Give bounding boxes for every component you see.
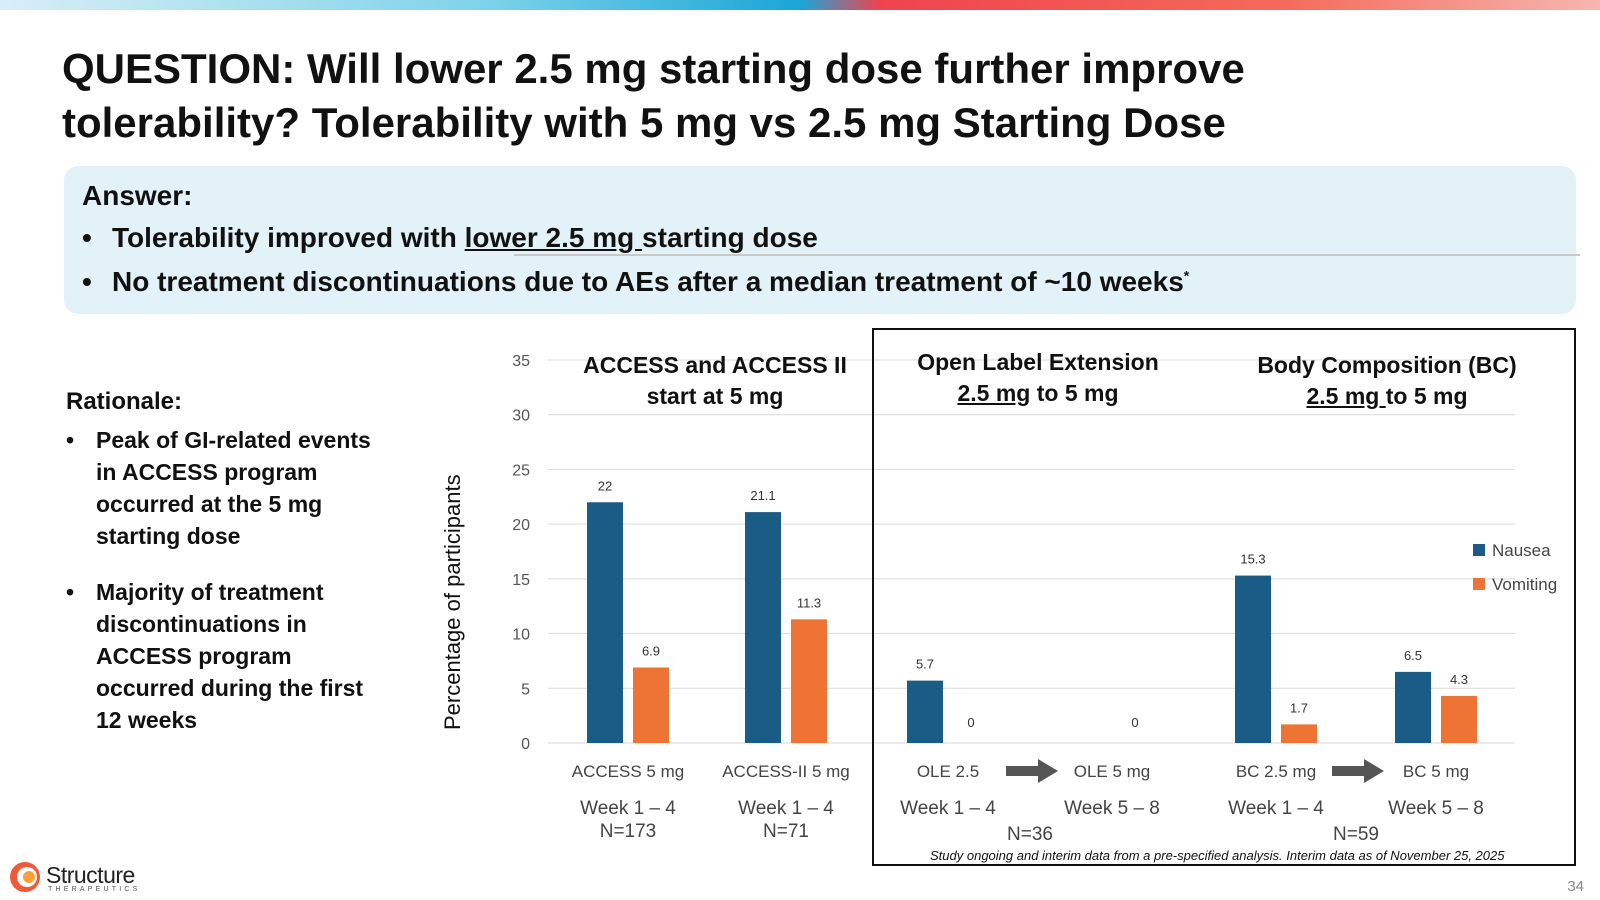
progression-arrow-0 [1006, 759, 1058, 783]
answer-divider [514, 254, 1580, 256]
answer-bullet-1-post: starting dose [642, 222, 818, 253]
period-label-2: Week 1 – 4 [900, 798, 996, 819]
bar-vomiting-1 [791, 619, 827, 743]
legend-swatch-nausea [1473, 544, 1485, 556]
value-label-nausea-0: 22 [598, 478, 612, 493]
rationale-bullet-1: • Peak of GI-related events in ACCESS pr… [66, 424, 386, 552]
progression-arrow-1 [1332, 759, 1384, 783]
bar-nausea-2 [907, 680, 943, 743]
value-label-vomiting-4: 1.7 [1290, 700, 1308, 715]
period-label-1: Week 1 – 4 [738, 798, 834, 819]
bar-nausea-5 [1395, 671, 1431, 743]
title-line-2: tolerability? Tolerability with 5 mg vs … [62, 99, 1226, 146]
group-header-bc-line1: Body Composition (BC) [1257, 352, 1517, 378]
rationale-heading: Rationale: [66, 388, 183, 415]
answer-bullet-1-underline: lower 2.5 mg [464, 222, 643, 253]
value-label-nausea-2: 5.7 [916, 657, 934, 672]
group-header-bc-underline: 2.5 mg [1306, 383, 1386, 409]
bar-nausea-0 [587, 502, 623, 743]
y-tick-label-5: 5 [521, 681, 530, 698]
category-label-3: OLE 5 mg [1074, 762, 1151, 781]
extension-studies-box [872, 328, 1576, 866]
answer-bullet-1-pre: Tolerability improved with [112, 222, 465, 253]
n-label-1: N=71 [763, 821, 809, 842]
group-header-ole-line2: to 5 mg [1030, 380, 1119, 406]
page-number: 34 [1567, 878, 1584, 895]
legend-label-nausea: Nausea [1492, 541, 1551, 560]
bullet-dot: • [66, 427, 75, 453]
rationale-bullet-2-text: Majority of treatment discontinuations i… [96, 579, 364, 733]
value-label-vomiting-1: 11.3 [797, 595, 821, 610]
footnote: Study ongoing and interim data from a pr… [930, 848, 1505, 863]
group-header-bc-line2: to 5 mg [1385, 383, 1468, 409]
value-label-vomiting-5: 4.3 [1450, 672, 1468, 687]
logo-subtitle: THERAPEUTICS [48, 886, 141, 893]
category-label-1: ACCESS-II 5 mg [722, 762, 850, 781]
footnote-mark: * [1183, 267, 1190, 284]
period-label-3: Week 5 – 8 [1064, 798, 1160, 819]
n-label-0: N=173 [600, 821, 657, 842]
rationale-bullet-2: • Majority of treatment discontinuations… [66, 576, 386, 736]
top-color-bar [0, 0, 1600, 10]
value-label-nausea-5: 6.5 [1404, 648, 1422, 663]
value-label-vomiting-2: 0 [967, 715, 974, 730]
group-header-ole-line1: Open Label Extension [917, 349, 1159, 375]
legend-swatch-vomiting [1473, 578, 1485, 590]
group-header-bc: Body Composition (BC) 2.5 mg to 5 mg [1242, 350, 1532, 412]
group-header-access-line2: start at 5 mg [646, 383, 784, 409]
answer-bullet-2-text: No treatment discontinuations due to AEs… [112, 266, 1184, 297]
structure-logo-icon [10, 862, 40, 892]
legend-label-vomiting: Vomiting [1492, 575, 1557, 594]
group-header-access-line1: ACCESS and ACCESS II [583, 352, 847, 378]
value-label-nausea-1: 21.1 [750, 488, 775, 503]
y-tick-label-35: 35 [512, 353, 530, 370]
period-label-0: Week 1 – 4 [580, 798, 676, 819]
value-label-vomiting-0: 6.9 [642, 643, 660, 658]
category-label-4: BC 2.5 mg [1236, 762, 1316, 781]
logo-name: Structure [46, 862, 135, 888]
period-label-4: Week 1 – 4 [1228, 798, 1324, 819]
y-tick-label-15: 15 [512, 572, 530, 589]
period-label-5: Week 5 – 8 [1388, 798, 1484, 819]
bar-vomiting-0 [633, 667, 669, 743]
bar-nausea-1 [745, 512, 781, 743]
category-label-0: ACCESS 5 mg [572, 762, 684, 781]
group-header-access: ACCESS and ACCESS II start at 5 mg [572, 350, 858, 412]
n-label-2: N=36 [1007, 824, 1053, 845]
bar-vomiting-5 [1441, 695, 1477, 743]
bullet-dot: • [66, 579, 75, 605]
y-tick-label-20: 20 [512, 517, 530, 534]
slide-title: QUESTION: Will lower 2.5 mg starting dos… [62, 42, 1522, 150]
bullet-dot: • [82, 222, 92, 253]
group-header-ole: Open Label Extension 2.5 mg to 5 mg [898, 347, 1178, 409]
y-tick-label-0: 0 [521, 736, 530, 753]
value-label-nausea-4: 15.3 [1240, 552, 1265, 567]
answer-box: Answer: • Tolerability improved with lowe… [64, 166, 1580, 314]
y-tick-label-25: 25 [512, 462, 530, 479]
bar-nausea-4 [1235, 575, 1271, 743]
answer-heading: Answer: [82, 180, 193, 211]
rationale-panel: Rationale: • Peak of GI-related events i… [66, 388, 386, 760]
y-tick-label-10: 10 [512, 627, 530, 644]
y-tick-label-30: 30 [512, 408, 530, 425]
group-header-ole-underline: 2.5 mg [957, 380, 1031, 406]
title-line-1: QUESTION: Will lower 2.5 mg starting dos… [62, 45, 1245, 92]
answer-bullet-2: • No treatment discontinuations due to AE… [82, 266, 1189, 298]
category-label-5: BC 5 mg [1403, 762, 1469, 781]
bar-vomiting-4 [1281, 724, 1317, 743]
category-label-2: OLE 2.5 [917, 762, 979, 781]
answer-bullet-1: • Tolerability improved with lower 2.5 mg… [82, 222, 818, 254]
value-label-vomiting-3: 0 [1131, 715, 1138, 730]
bullet-dot: • [82, 266, 92, 297]
rationale-bullet-1-text: Peak of GI-related events in ACCESS prog… [96, 427, 371, 549]
n-label-3: N=59 [1333, 824, 1379, 845]
